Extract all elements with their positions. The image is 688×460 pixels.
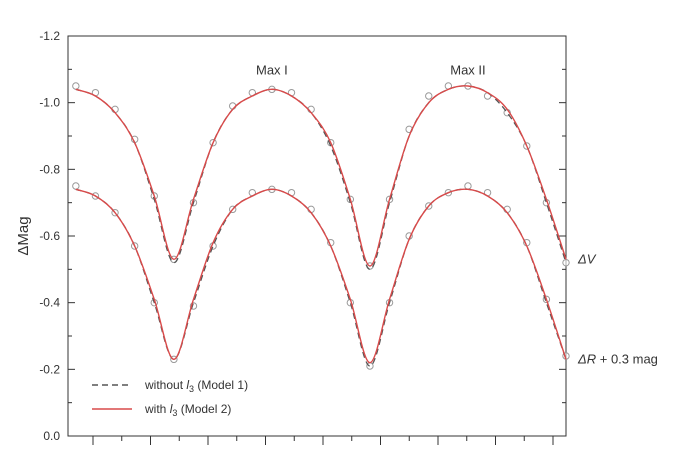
y-axis-ticks: 0.0 -0.2 -0.4 -0.6 -0.8 -1.0 -1.2 — [39, 29, 566, 443]
observed-point-series-1 — [72, 182, 80, 190]
model-curves — [75, 85, 567, 367]
y-tick-label: -0.6 — [39, 229, 60, 243]
y-tick-label: 0.0 — [43, 429, 60, 443]
y-axis-title: ΔMag — [15, 216, 32, 255]
observed-point-series-0 — [72, 82, 80, 90]
legend-label-2: with l3 (Model 2) — [144, 402, 231, 418]
annotation-max-1: Max I — [256, 62, 288, 77]
annotations: Max I Max II — [256, 62, 486, 77]
annotation-max-2: Max II — [450, 62, 485, 77]
y-tick-label: -0.4 — [39, 296, 60, 310]
model2-curve-series-0 — [75, 85, 567, 267]
model1-curve-series-0 — [75, 85, 567, 270]
observed-point-series-0 — [562, 258, 570, 267]
series-label-0: ΔV — [577, 251, 597, 266]
series-label-1: ΔR + 0.3 mag — [577, 351, 658, 366]
legend: without l3 (Model 1) with l3 (Model 2) — [92, 378, 248, 418]
observed-point-series-0 — [425, 92, 433, 100]
legend-label-1: without l3 (Model 1) — [144, 378, 248, 394]
y-tick-label: -1.2 — [39, 29, 60, 43]
y-tick-label: -1.0 — [39, 96, 60, 110]
observed-point-series-1 — [464, 182, 472, 190]
series-labels: ΔV ΔR + 0.3 mag — [577, 251, 658, 366]
y-tick-label: -0.2 — [39, 362, 60, 376]
model2-curve-series-1 — [75, 188, 567, 364]
x-axis-ticks — [92, 436, 554, 445]
y-tick-label: -0.8 — [39, 162, 60, 176]
model1-curve-series-1 — [75, 188, 567, 367]
